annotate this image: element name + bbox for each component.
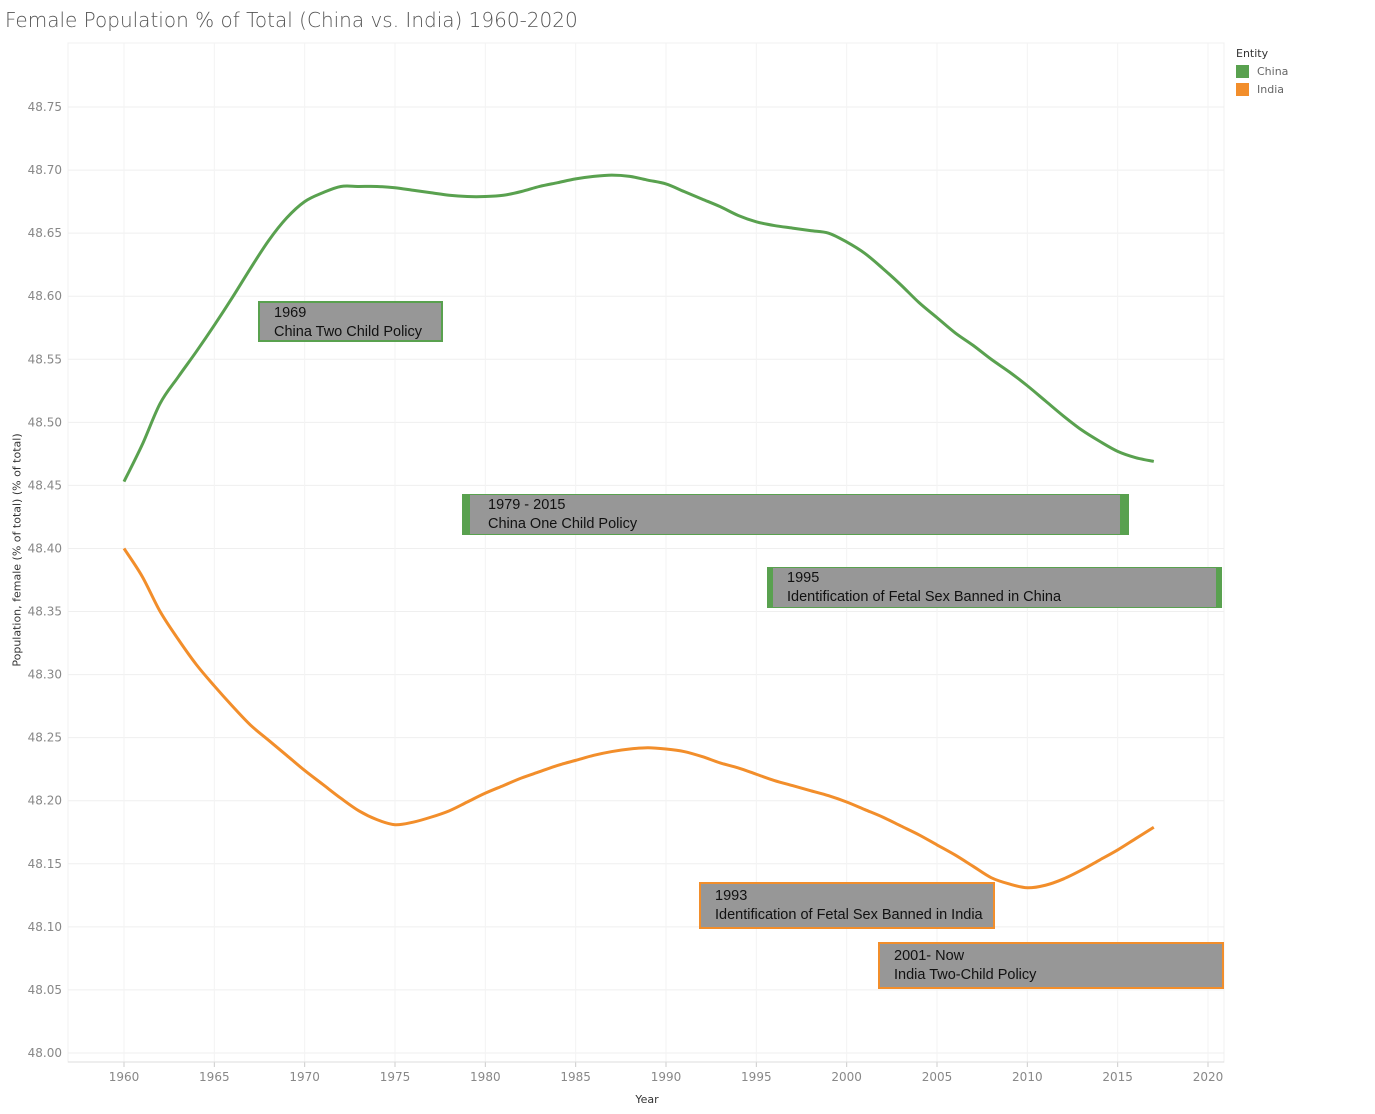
annotation-year: 1969 (274, 305, 307, 321)
annotation-text: China Two Child Policy (274, 324, 423, 340)
y-tick-label: 48.10 (28, 920, 62, 934)
annotation-china-two-child: 1969 China Two Child Policy (258, 301, 443, 342)
y-tick-label: 48.50 (28, 415, 62, 429)
annotation-china-one-child: 1979 - 2015 China One Child Policy (462, 494, 1129, 535)
x-axis-title: Year (635, 1093, 659, 1106)
y-tick-label: 48.40 (28, 541, 62, 555)
annotation-text: India Two-Child Policy (894, 967, 1037, 983)
series-line-india[interactable] (122, 547, 1155, 890)
x-axis-ticks: 1960 1965 1970 1975 1980 1985 1990 1995 2000 2005… (68, 1061, 1224, 1084)
y-tick-label: 48.65 (28, 226, 62, 240)
x-tick-label: 1965 (199, 1070, 230, 1084)
y-axis-title: Population, female (% of total) (% of to… (10, 433, 24, 667)
x-tick-label: 1980 (470, 1070, 501, 1084)
annotation-text: Identification of Fetal Sex Banned in Ch… (787, 589, 1062, 605)
legend-item-china[interactable]: China (1236, 65, 1288, 78)
y-tick-label: 48.00 (28, 1046, 62, 1060)
annotation-text: Identification of Fetal Sex Banned in In… (715, 907, 983, 923)
annotation-year: 2001- Now (894, 948, 965, 964)
gridlines (67, 42, 1225, 1063)
india-swatch (1236, 83, 1249, 96)
y-tick-label: 48.25 (28, 731, 62, 745)
annotation-china-fetal-sex: 1995 Identification of Fetal Sex Banned … (767, 567, 1222, 608)
plot-area (67, 42, 1225, 1063)
chart-title: Female Population % of Total (China vs. … (5, 8, 578, 32)
x-tick-label: 1995 (741, 1070, 772, 1084)
y-tick-label: 48.75 (28, 100, 62, 114)
y-tick-label: 48.30 (28, 668, 62, 682)
annotation-india-two-child: 2001- Now India Two-Child Policy (878, 942, 1224, 989)
series-line-china[interactable] (122, 173, 1155, 483)
x-tick-label: 2020 (1193, 1070, 1224, 1084)
y-tick-label: 48.45 (28, 478, 62, 492)
annotation-year: 1993 (715, 888, 748, 904)
annotation-india-fetal-sex: 1993 Identification of Fetal Sex Banned … (699, 882, 995, 929)
y-tick-label: 48.05 (28, 983, 62, 997)
series-lines (122, 173, 1155, 890)
legend: Entity China India (1236, 47, 1288, 96)
annotation-text: China One Child Policy (488, 516, 638, 532)
x-tick-label: 1985 (560, 1070, 591, 1084)
legend-label: China (1257, 65, 1289, 78)
y-axis-ticks: 48.00 48.05 48.10 48.15 48.20 48.25 48.30 48.35… (28, 100, 62, 1060)
x-tick-label: 1960 (109, 1070, 140, 1084)
y-tick-label: 48.55 (28, 352, 62, 366)
y-tick-label: 48.20 (28, 794, 62, 808)
legend-title: Entity (1236, 47, 1269, 60)
legend-item-india[interactable]: India (1236, 83, 1288, 96)
y-tick-label: 48.15 (28, 857, 62, 871)
x-tick-label: 1990 (651, 1070, 682, 1084)
x-tick-label: 2015 (1102, 1070, 1133, 1084)
x-tick-label: 2005 (922, 1070, 953, 1084)
x-tick-label: 2000 (831, 1070, 862, 1084)
y-tick-label: 48.35 (28, 605, 62, 619)
x-tick-label: 2010 (1012, 1070, 1043, 1084)
x-tick-label: 1970 (289, 1070, 320, 1084)
legend-label: India (1257, 83, 1284, 96)
china-swatch (1236, 65, 1249, 78)
x-tick-label: 1975 (380, 1070, 411, 1084)
y-tick-label: 48.70 (28, 163, 62, 177)
annotation-year: 1979 - 2015 (488, 497, 566, 513)
annotation-year: 1995 (787, 570, 820, 586)
y-tick-label: 48.60 (28, 289, 62, 303)
